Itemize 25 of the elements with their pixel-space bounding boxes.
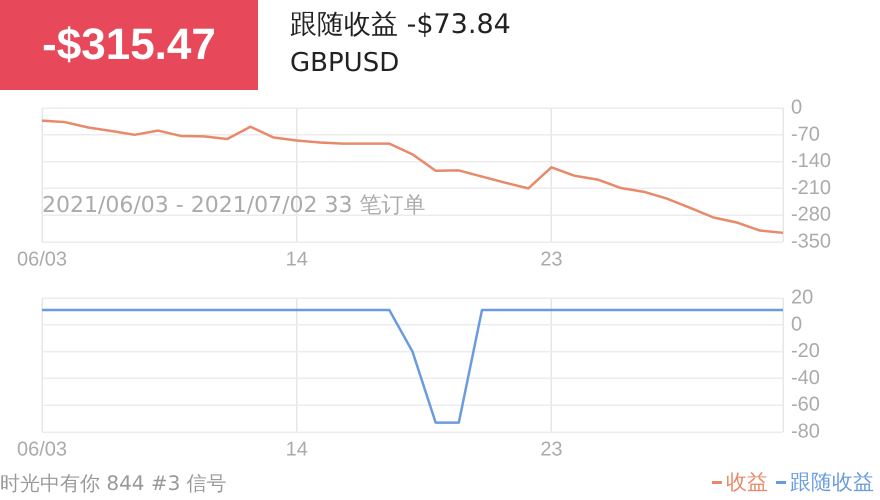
text: 时光中有你 844 #3 信号 (0, 470, 227, 497)
y-tick-label: 0 (791, 313, 802, 336)
x-tick-label: 23 (540, 438, 563, 461)
y-tick-label: -210 (791, 176, 832, 199)
text: GBPUSD (290, 48, 400, 78)
y-tick-label: -80 (791, 420, 820, 443)
x-tick-label: 14 (286, 438, 308, 461)
chart-subtitle: 跟随收益 -$73.84 (290, 8, 511, 42)
y-tick-label: -70 (791, 123, 820, 146)
x-tick-label: 23 (540, 248, 563, 271)
y-tick-label: -40 (791, 366, 820, 389)
y-tick-label: 20 (791, 286, 814, 309)
y-tick-label: 0 (791, 96, 802, 119)
x-tick-label: 06/03 (16, 438, 68, 461)
y-tick-label: -20 (791, 340, 820, 362)
y-tick-label: -140 (791, 150, 832, 172)
chart-title: -$315.47 (0, 0, 258, 90)
y-tick-label: -60 (791, 394, 820, 416)
y-tick-label: -350 (791, 230, 832, 253)
annotation: 2021/06/03 - 2021/07/02 33 笔订单 (42, 192, 426, 220)
legend-label: 跟随收益 (790, 469, 874, 496)
legend-label: 收益 (726, 469, 768, 496)
x-tick-label: 14 (286, 248, 308, 271)
y-tick-label: -280 (791, 204, 832, 226)
x-tick-label: 06/03 (16, 248, 68, 271)
